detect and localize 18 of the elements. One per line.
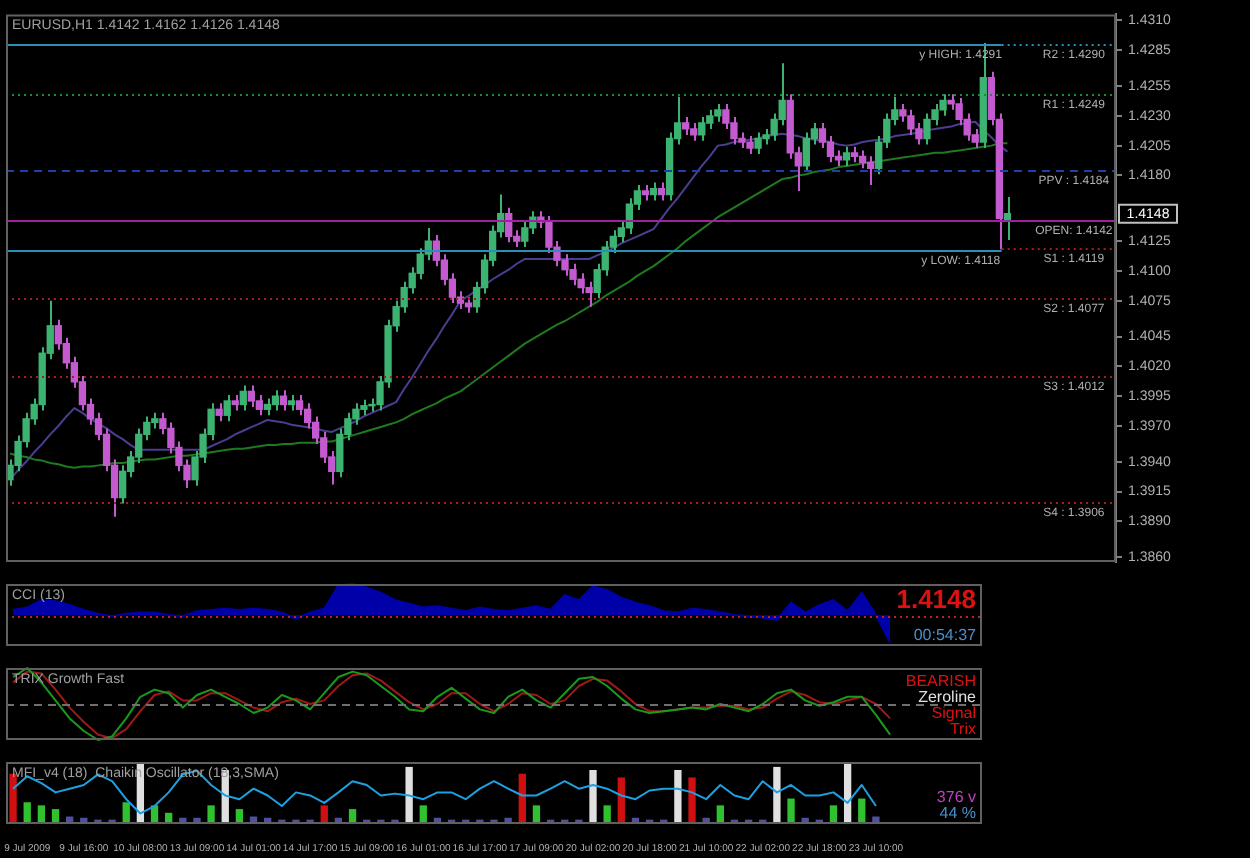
annotation: 00:54:37	[913, 626, 978, 645]
bar	[603, 805, 611, 824]
bar	[589, 770, 597, 824]
candlestick	[746, 135, 754, 155]
annotation: BEARISH	[905, 672, 977, 691]
annotation: Zeroline	[918, 688, 978, 707]
annotation: 376 v	[936, 788, 976, 807]
bar	[688, 777, 696, 824]
annotation: Trix	[949, 720, 976, 739]
bar	[207, 805, 215, 824]
bar	[405, 766, 413, 824]
bar	[773, 766, 781, 824]
annotation: 44 %	[939, 804, 976, 823]
annotation: Signal	[931, 704, 977, 723]
bar	[674, 770, 682, 824]
annotation: 1.4148	[896, 584, 976, 615]
bar	[787, 798, 795, 824]
bar	[9, 773, 17, 824]
